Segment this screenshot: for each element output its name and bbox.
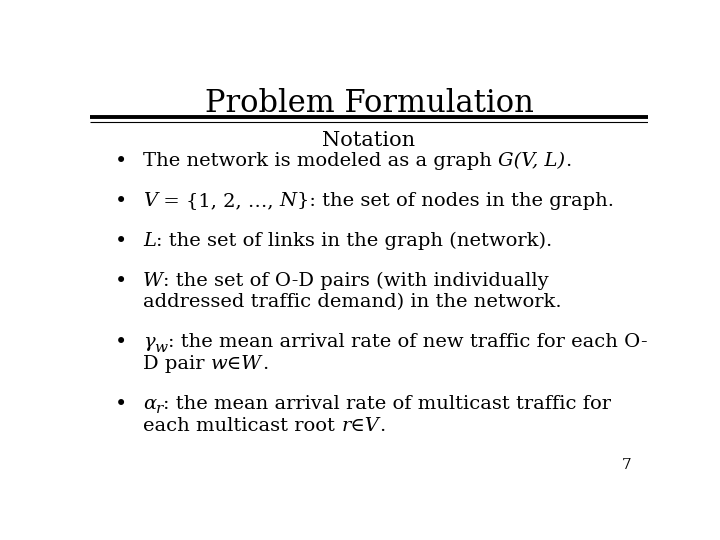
Text: }: the set of nodes in the graph.: }: the set of nodes in the graph. xyxy=(297,192,614,210)
Text: α: α xyxy=(143,395,156,413)
Text: •: • xyxy=(114,272,127,291)
Text: G(V, L): G(V, L) xyxy=(498,152,565,170)
Text: D pair: D pair xyxy=(143,355,211,373)
Text: : the set of O-D pairs (with individually: : the set of O-D pairs (with individuall… xyxy=(163,272,549,290)
Text: •: • xyxy=(114,333,127,353)
Text: Notation: Notation xyxy=(323,131,415,150)
Text: V: V xyxy=(143,192,157,210)
Text: W: W xyxy=(143,272,163,290)
Text: •: • xyxy=(114,152,127,171)
Text: N: N xyxy=(280,192,297,210)
Text: r: r xyxy=(156,402,163,416)
Text: : the mean arrival rate of new traffic for each O-: : the mean arrival rate of new traffic f… xyxy=(168,333,647,352)
Text: : the mean arrival rate of multicast traffic for: : the mean arrival rate of multicast tra… xyxy=(163,395,611,413)
Text: •: • xyxy=(114,395,127,414)
Text: •: • xyxy=(114,232,127,251)
Text: w∈W: w∈W xyxy=(211,355,262,373)
Text: L: L xyxy=(143,232,156,250)
Text: .: . xyxy=(262,355,268,373)
Text: w: w xyxy=(155,341,168,355)
Text: •: • xyxy=(114,192,127,211)
Text: .: . xyxy=(379,416,385,435)
Text: r∈V: r∈V xyxy=(341,416,379,435)
Text: γ: γ xyxy=(143,333,155,352)
Text: addressed traffic demand) in the network.: addressed traffic demand) in the network… xyxy=(143,293,562,312)
Text: 7: 7 xyxy=(621,458,631,472)
Text: each multicast root: each multicast root xyxy=(143,416,341,435)
Text: The network is modeled as a graph: The network is modeled as a graph xyxy=(143,152,498,170)
Text: : the set of links in the graph (network).: : the set of links in the graph (network… xyxy=(156,232,552,250)
Text: = {1, 2, …,: = {1, 2, …, xyxy=(157,192,280,210)
Text: Problem Formulation: Problem Formulation xyxy=(204,87,534,119)
Text: .: . xyxy=(565,152,572,170)
